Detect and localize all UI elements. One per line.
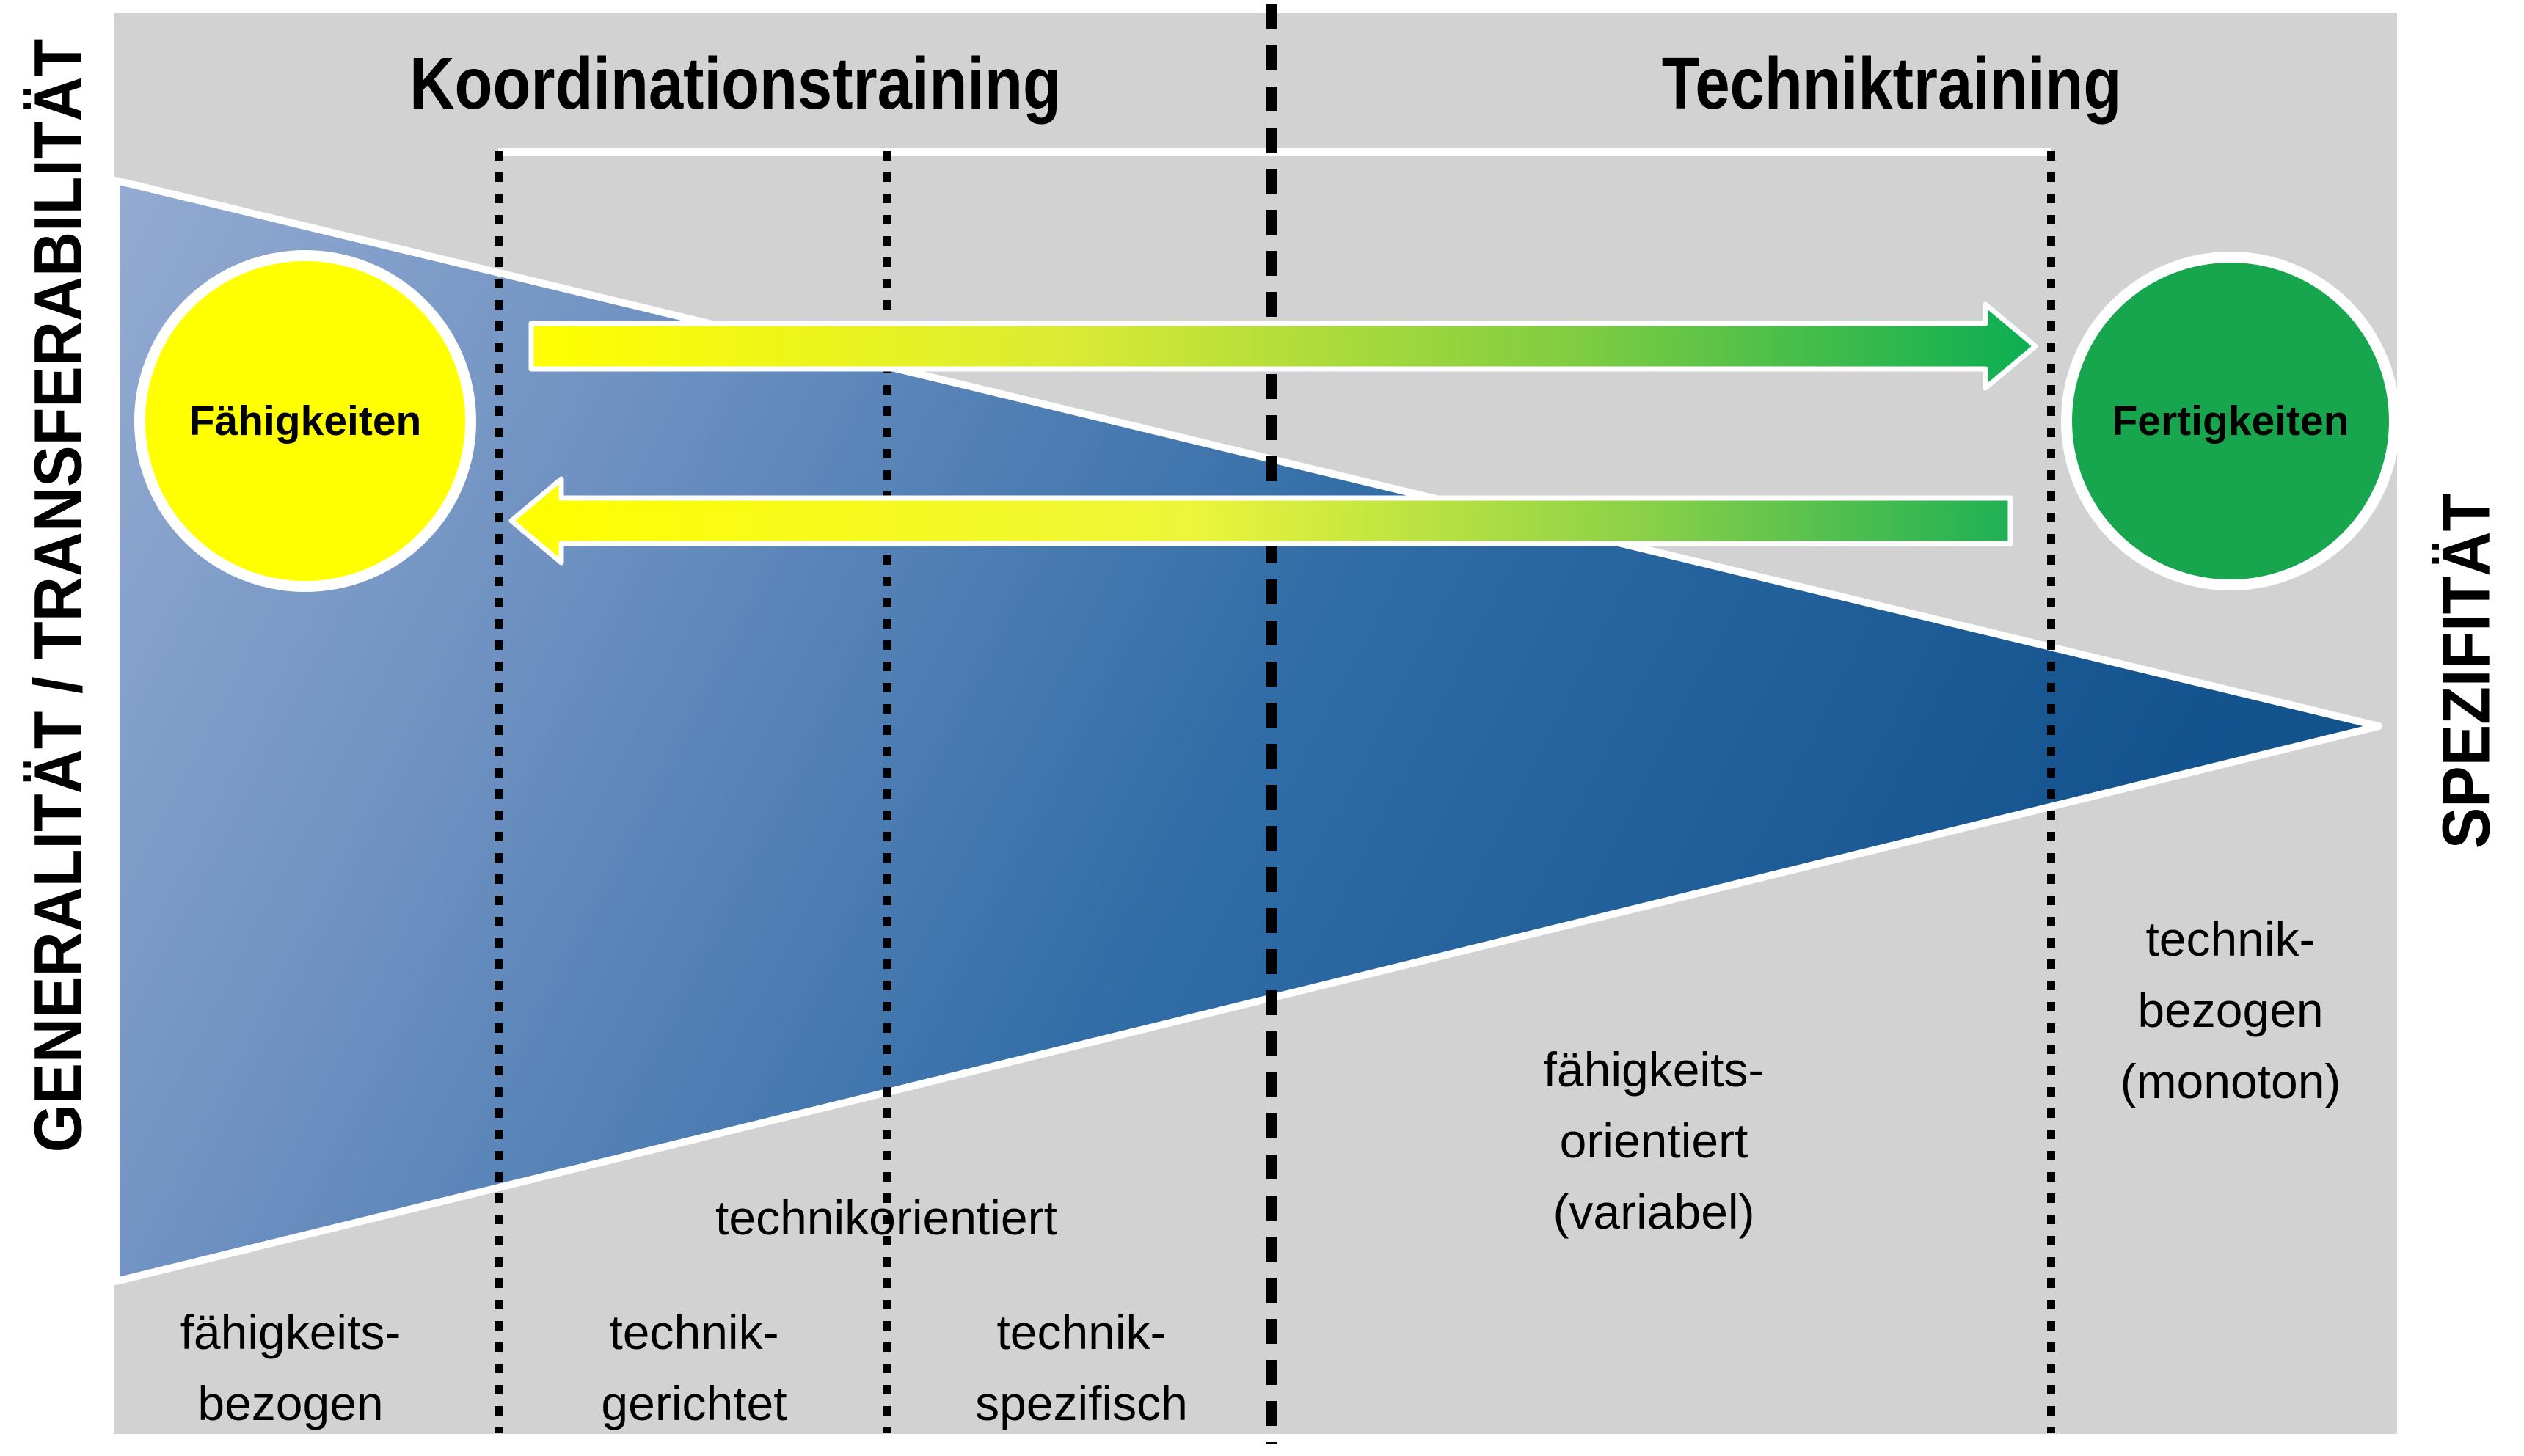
generality-wedge — [112, 177, 2382, 1285]
zone-divider-dotted-3 — [2047, 151, 2055, 1433]
axis-label-generality: GENERALITÄT / TRANSFERABILITÄT — [21, 38, 96, 1153]
abilities-circle-label: Fähigkeiten — [189, 398, 422, 445]
header-techniktraining: Techniktraining — [1661, 43, 2122, 125]
zone-label-faehigkeitsorientiert: fähigkeits- orientiert (variabel) — [1543, 1042, 1765, 1239]
arrow-right-icon — [528, 301, 2038, 391]
zone-divider-dotted-1 — [495, 151, 503, 1433]
zone-label-faehigkeitsbezogen: fähigkeits- bezogen — [180, 1305, 401, 1430]
zone-label-technikgerichtet: technik- gerichtet — [601, 1305, 787, 1430]
abilities-circle: Fähigkeiten — [134, 250, 476, 592]
skills-circle-label: Fertigkeiten — [2112, 398, 2349, 445]
zone-label-technikspezifisch: technik- spezifisch — [975, 1305, 1188, 1430]
skills-circle: Fertigkeiten — [2061, 252, 2400, 590]
zone-divider-dotted-2 — [883, 151, 891, 1433]
zone-label-technikbezogen: technik- bezogen (monoton) — [2120, 912, 2341, 1108]
header-koordinationstraining: Koordinationstraining — [409, 43, 1061, 125]
axis-label-specificity: SPEZIFITÄT — [2429, 493, 2504, 849]
arrow-left-icon — [508, 476, 2013, 566]
